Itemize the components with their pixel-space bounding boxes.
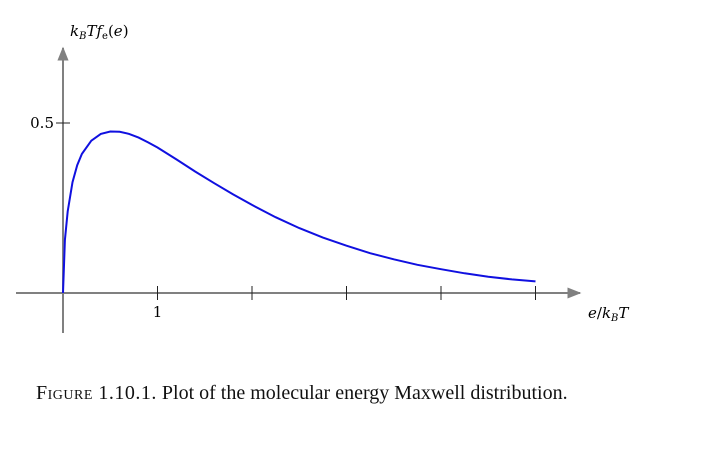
x-axis-label: e/kBT: [588, 304, 629, 324]
plot-area: 1 0.5 kBTfe(e) e/kBT: [16, 22, 629, 333]
caption-text: Plot of the molecular energy Maxwell dis…: [161, 382, 568, 404]
caption-label: Figure 1.10.1.: [36, 382, 157, 404]
maxwell-distribution-curve: [62, 130, 536, 294]
x-ticks: 1: [153, 286, 536, 321]
y-ticks: 0.5: [30, 114, 70, 132]
x-tick-label: 1: [153, 303, 163, 321]
figure-caption: Figure 1.10.1. Plot of the molecular ene…: [36, 374, 676, 412]
y-tick-label: 0.5: [30, 114, 54, 132]
y-axis-label: kBTfe(e): [70, 22, 129, 42]
